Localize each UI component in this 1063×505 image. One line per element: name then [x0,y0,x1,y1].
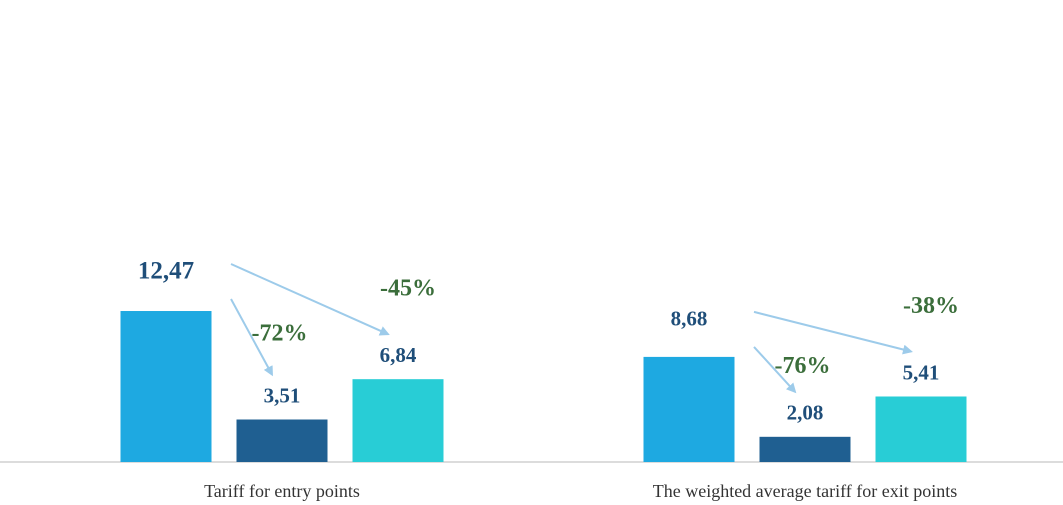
bar [120,311,212,462]
data-label: 12,47 [138,258,194,285]
data-label: 3,51 [264,383,301,407]
arrow [230,263,390,336]
data-label: 5,41 [903,360,940,384]
arrow [230,298,273,377]
change-label: -45% [380,276,436,302]
change-label: -38% [903,293,959,319]
data-label: 6,84 [380,343,417,367]
arrow [753,310,913,355]
data-label: 2,08 [787,401,824,425]
x-tick-label: Tariff for entry points [204,481,360,501]
x-tick-label: The weighted average tariff for exit poi… [653,481,958,501]
bar [352,379,444,462]
change-label: -72% [252,320,308,346]
change-label: -76% [775,353,831,379]
bar [236,419,328,462]
data-label: 8,68 [671,307,708,331]
arrow [753,346,797,394]
bar [875,396,967,462]
bar [759,436,851,462]
bar [643,356,735,462]
